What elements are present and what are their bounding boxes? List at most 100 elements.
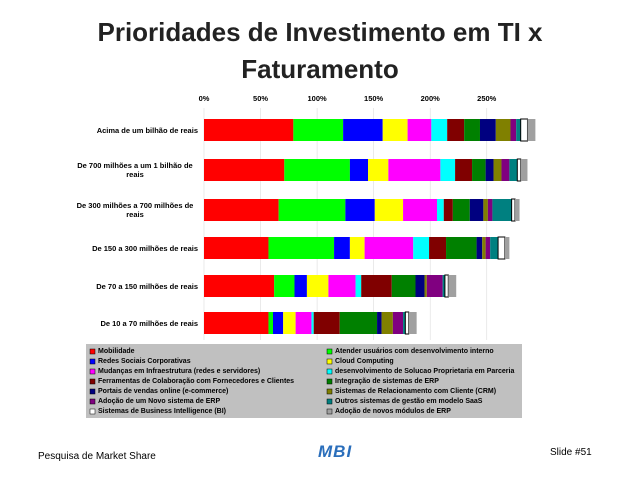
legend-label: Redes Sociais Corporativas bbox=[98, 358, 191, 365]
x-tick-label: 250% bbox=[477, 94, 497, 103]
legend-swatch bbox=[89, 398, 96, 405]
legend-box bbox=[86, 344, 522, 418]
bar-segment bbox=[268, 237, 335, 259]
x-tick-label: 150% bbox=[364, 94, 384, 103]
bar-segment bbox=[204, 237, 269, 259]
legend-swatch bbox=[89, 388, 96, 395]
bar-segment bbox=[407, 119, 432, 141]
legend-swatch bbox=[326, 348, 333, 355]
legend-label: Ferramentas de Colaboração com Fornecedo… bbox=[98, 378, 295, 385]
bar-segment bbox=[448, 275, 457, 297]
bar-segment bbox=[479, 119, 496, 141]
bar-segment bbox=[374, 199, 404, 221]
bar-segment bbox=[313, 312, 340, 334]
bar-segment bbox=[295, 312, 312, 334]
legend-label: Mobilidade bbox=[98, 348, 135, 355]
bar-segment bbox=[403, 199, 437, 221]
bar-segment bbox=[497, 236, 506, 260]
legend-swatch bbox=[89, 358, 96, 365]
bar-segment bbox=[413, 237, 430, 259]
bar-segment bbox=[392, 312, 404, 334]
bar-segment bbox=[381, 312, 393, 334]
bar-segment bbox=[204, 275, 275, 297]
bar-segment bbox=[268, 312, 273, 334]
bar-segment bbox=[501, 159, 510, 181]
legend-swatch bbox=[326, 388, 333, 395]
bar-segment bbox=[204, 312, 269, 334]
legend-label: Atender usuários com desenvolvimento int… bbox=[335, 348, 494, 355]
bar-segment bbox=[516, 158, 522, 182]
bar-segment bbox=[443, 199, 453, 221]
bar-segment bbox=[464, 119, 480, 141]
bar-segment bbox=[306, 275, 329, 297]
bar-segment bbox=[429, 237, 447, 259]
bar-segment bbox=[426, 275, 443, 297]
bar-segment bbox=[476, 237, 483, 259]
legend-label: Cloud Computing bbox=[335, 358, 394, 365]
bar-segment bbox=[388, 159, 441, 181]
legend-label: Adoção de novos módulos de ERP bbox=[335, 408, 451, 415]
bar-segment bbox=[495, 119, 511, 141]
category-label: De 700 milhões a um 1 bilhão de reais bbox=[77, 161, 193, 179]
legend-swatch bbox=[326, 408, 333, 415]
bar-segment bbox=[349, 237, 365, 259]
bar-segment bbox=[274, 275, 295, 297]
legend-label: Adoção de um Novo sistema de ERP bbox=[98, 398, 221, 405]
bar-segment bbox=[442, 275, 445, 297]
bar-segment bbox=[509, 159, 518, 181]
category-label: De 300 milhões a 700 milhões de reais bbox=[76, 201, 194, 219]
bar-segment bbox=[339, 312, 378, 334]
bar-segment bbox=[516, 119, 521, 141]
bar-segment bbox=[440, 159, 456, 181]
bar-segment bbox=[447, 119, 465, 141]
bar-segment bbox=[424, 275, 427, 297]
bar-segment bbox=[272, 312, 284, 334]
bar-segment bbox=[204, 159, 285, 181]
bar-segment bbox=[431, 119, 448, 141]
bar-segment bbox=[368, 159, 389, 181]
bar-segment bbox=[510, 119, 517, 141]
chart-title: Prioridades de Investimento em TI x Fatu… bbox=[97, 17, 543, 84]
bar-segment bbox=[492, 199, 512, 221]
bar-segment bbox=[527, 119, 536, 141]
bar-segment bbox=[469, 199, 484, 221]
legend-swatch bbox=[326, 378, 333, 385]
legend-label: desenvolvimento de Solucao Proprietaria … bbox=[335, 368, 515, 375]
bar-segment bbox=[485, 159, 494, 181]
legend-swatch bbox=[326, 358, 333, 365]
bar-segment bbox=[349, 159, 368, 181]
bar-segment bbox=[485, 237, 491, 259]
bar-segment bbox=[311, 312, 314, 334]
legend-swatch bbox=[89, 378, 96, 385]
legend-label: Sistemas de Relacionamento com Cliente (… bbox=[335, 388, 497, 395]
bar-segment bbox=[328, 275, 356, 297]
bar-segment bbox=[284, 159, 350, 181]
legend-swatch bbox=[89, 408, 96, 415]
bar-segment bbox=[294, 275, 307, 297]
bar-segment bbox=[415, 275, 425, 297]
bar-segment bbox=[334, 237, 350, 259]
bar-segment bbox=[493, 159, 502, 181]
bar-segment bbox=[487, 199, 493, 221]
legend-label: Mudanças em Infraestrutura (redes e serv… bbox=[98, 368, 261, 375]
bar-segment bbox=[408, 312, 417, 334]
bar-segment bbox=[278, 199, 346, 221]
legend-swatch bbox=[326, 368, 333, 375]
bar-segment bbox=[446, 237, 477, 259]
legend-label: Portais de vendas online (e-commerce) bbox=[98, 388, 229, 395]
x-tick-label: 50% bbox=[253, 94, 268, 103]
bar-segment bbox=[283, 312, 296, 334]
bar-segment bbox=[455, 159, 473, 181]
x-tick-label: 0% bbox=[199, 94, 210, 103]
bar-segment bbox=[377, 312, 382, 334]
bar-segment bbox=[520, 118, 528, 142]
source: Pesquisa de Market Share bbox=[38, 451, 156, 462]
bar-segment bbox=[504, 237, 510, 259]
bar-segment bbox=[452, 199, 470, 221]
category-label: De 70 a 150 milhões de reais bbox=[96, 281, 198, 291]
bar-segment bbox=[482, 237, 486, 259]
bar-segment bbox=[520, 159, 528, 181]
bar-segment bbox=[436, 199, 444, 221]
